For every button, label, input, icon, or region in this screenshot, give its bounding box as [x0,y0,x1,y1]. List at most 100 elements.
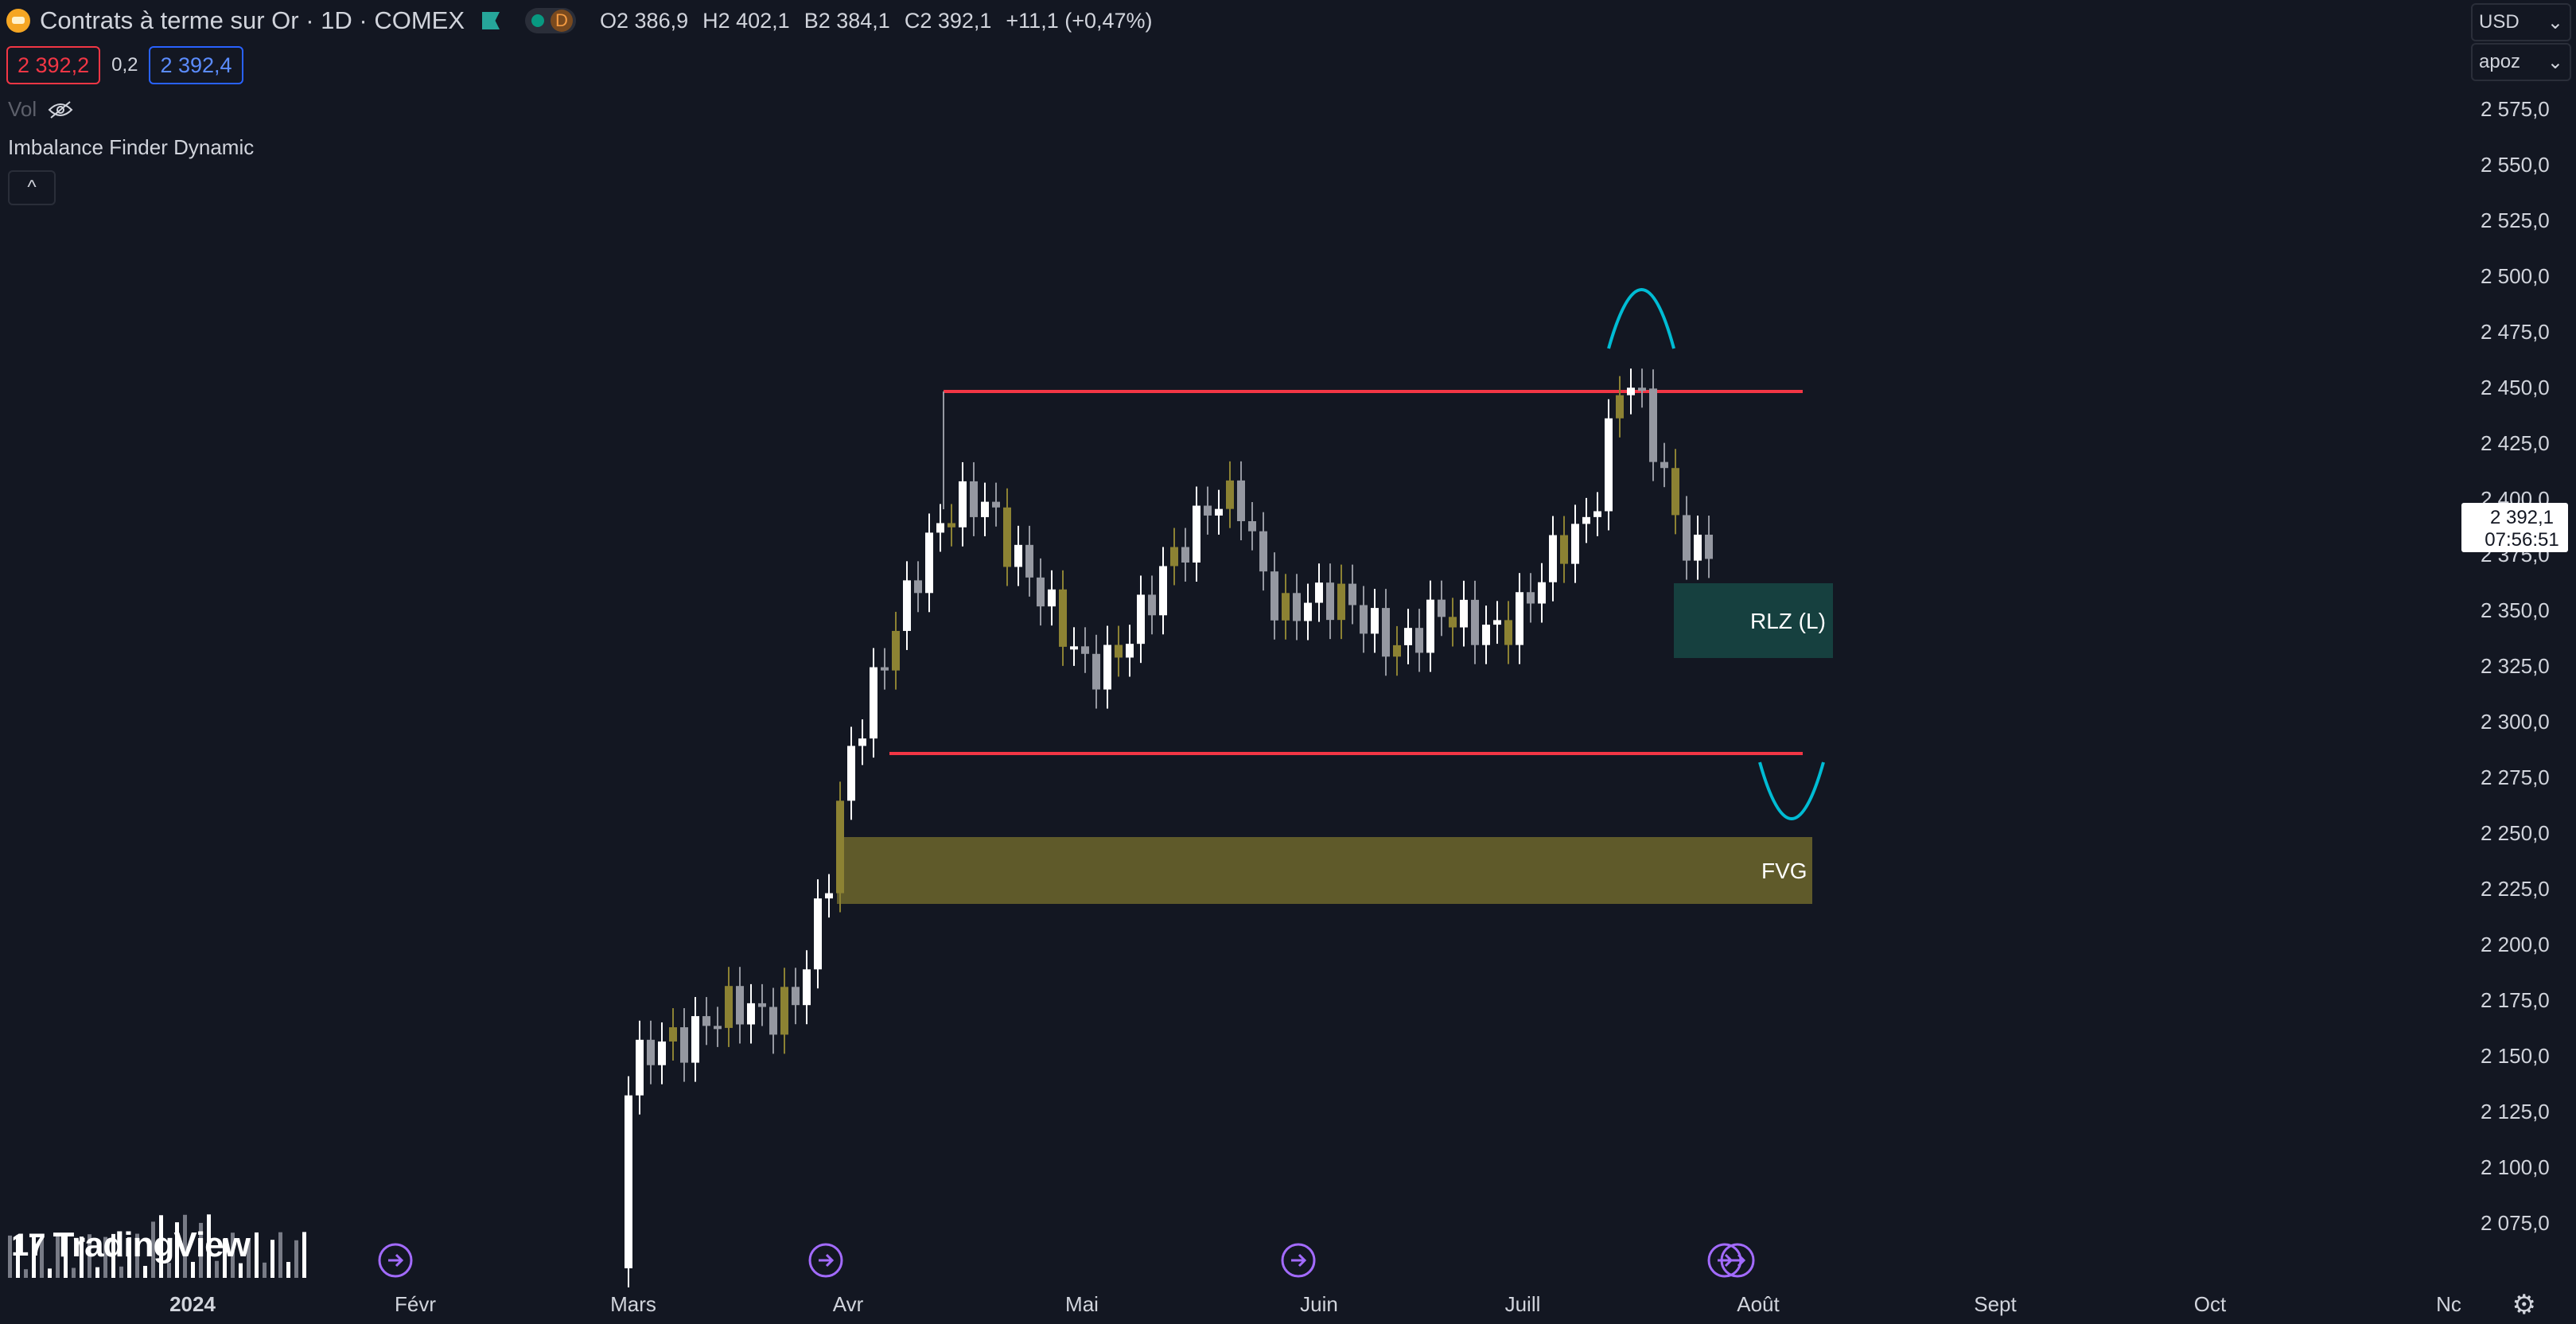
events-group[interactable] [378,1243,1755,1278]
symbol-title[interactable]: Contrats à terme sur Or · 1D · COMEX [40,6,465,34]
candle-body [736,986,744,1025]
candle-body [1371,608,1379,634]
candle-body [814,898,822,970]
candle-body [1694,534,1702,561]
price-axis[interactable]: 2 575,0 2 550,0 2 525,0 2 500,0 2 475,0 2 450… [2481,97,2550,1235]
time-axis[interactable]: 2024 Févr Mars Avr Mai Juin Juill Août Sept Oct Nc [169,1292,2461,1316]
volume-bar [119,1266,123,1278]
volume-bar [8,1235,12,1278]
time-tick: Févr [395,1292,436,1316]
candle-body [925,532,933,594]
flag-icon[interactable] [482,12,500,29]
volume-bar [56,1236,60,1278]
price-tick: 2 500,0 [2481,264,2550,288]
volume-bar [294,1240,298,1278]
price-tick: 2 575,0 [2481,97,2550,121]
volume-bar [32,1236,36,1278]
fvg-zone[interactable] [837,837,1812,904]
candle-body [1671,468,1679,516]
candle-body [948,523,955,528]
bottom-arc[interactable] [1758,761,1825,820]
volume-bar [270,1240,274,1278]
volume-bar [286,1261,290,1278]
ohlc-change: +11,1 (+0,47%) [1006,8,1153,33]
price-tick: 2 200,0 [2481,933,2550,956]
volume-label: Vol [8,97,37,121]
price-tick: 2 475,0 [2481,320,2550,344]
candle-body [992,501,1000,508]
currency-select[interactable]: USD ⌄ [2471,3,2571,41]
time-tick: Avr [833,1292,864,1316]
top-arc[interactable] [1607,288,1675,349]
candle-body [1493,620,1501,625]
candle-body [1426,599,1434,653]
candle-body [847,746,855,801]
unit-select[interactable]: apoz ⌄ [2471,43,2571,81]
arrow-circle-icon[interactable] [1720,1243,1755,1278]
candle-body [1148,594,1156,616]
candle-body [702,1016,710,1026]
price-tick: 2 525,0 [2481,208,2550,232]
buy-button[interactable]: 2 392,4 [149,46,243,84]
arrow-circle-icon[interactable] [1281,1243,1316,1278]
candle-body [1504,620,1512,645]
volume-bar [88,1234,91,1278]
candle-body [970,481,978,517]
candle-body [758,1003,766,1007]
time-tick: Août [1737,1292,1780,1316]
candle-body [714,1026,722,1030]
volume-bar [64,1234,68,1278]
price-tick: 2 150,0 [2481,1044,2550,1068]
time-tick: Nc [2436,1292,2461,1316]
volume-legend[interactable]: Vol [8,97,73,122]
spread-value: 0,2 [111,54,138,76]
candle-body [1438,599,1446,617]
volume-bar [199,1222,203,1278]
sell-button[interactable]: 2 392,2 [6,46,101,84]
price-tick: 2 225,0 [2481,877,2550,901]
last-price-value: 2 392,1 [2490,507,2554,528]
candle-body [1337,583,1345,621]
candle-body [1348,583,1356,606]
price-tick: 2 350,0 [2481,598,2550,622]
volume-bar [239,1263,243,1278]
candle-body [1270,571,1278,621]
candle-body [803,969,811,1006]
candle-body [881,667,889,671]
candle-body [1137,594,1145,644]
time-tick: Mars [610,1292,656,1316]
arrow-circle-icon[interactable] [808,1243,843,1278]
rlz-label: RLZ (L) [1750,609,1826,633]
tradingview-logo[interactable]: 17 TradingView [11,1225,251,1265]
indicator-legend[interactable]: Imbalance Finder Dynamic [8,135,255,159]
gear-icon[interactable]: ⚙ [2512,1290,2536,1320]
time-tick: Juill [1505,1292,1541,1316]
time-tick: Oct [2194,1292,2227,1316]
collapse-legend-button[interactable]: ^ [8,170,56,205]
candle-body [1660,461,1668,469]
candle-body [959,481,967,528]
candle-body [1382,608,1390,657]
chevron-down-icon: ⌄ [2547,51,2563,73]
ohlc-values: O2 386,9 H2 402,1 B2 384,1 C2 392,1 +11,… [600,9,1153,33]
rlz-zone[interactable] [1674,583,1833,658]
ohlc-high: H2 402,1 [702,8,790,33]
candle-body [1705,534,1713,559]
candle-body [1259,531,1267,572]
interval-badge: D [551,10,573,32]
candle-body [1092,653,1100,690]
price-tick: 2 075,0 [2481,1211,2550,1235]
candle-body [1181,547,1189,563]
volume-bar [16,1235,20,1278]
volume-bar [80,1236,84,1278]
candle-body [1527,592,1535,604]
symbol-header: Contrats à terme sur Or · 1D · COMEX D O… [6,5,1153,37]
candle-body [1025,544,1033,578]
volume-bar [255,1232,259,1278]
candle-body [936,523,944,533]
ohlc-open: O2 386,9 [600,8,689,33]
arrow-circle-icon[interactable] [378,1243,413,1278]
eye-off-icon[interactable] [48,100,73,119]
volume-bar [263,1262,267,1278]
